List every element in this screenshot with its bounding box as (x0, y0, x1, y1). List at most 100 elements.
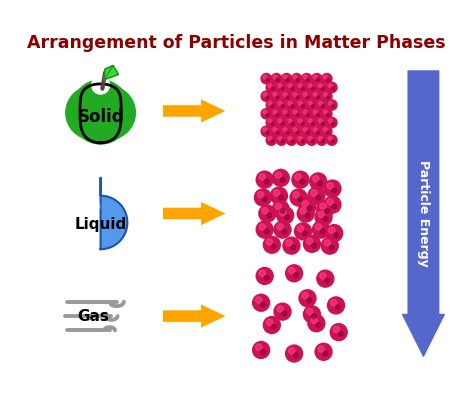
Circle shape (327, 117, 337, 128)
Circle shape (298, 119, 302, 123)
Circle shape (293, 93, 297, 97)
Circle shape (259, 205, 276, 222)
Circle shape (317, 79, 319, 81)
Circle shape (288, 119, 292, 123)
Circle shape (330, 299, 337, 306)
Circle shape (259, 224, 265, 230)
Circle shape (320, 273, 326, 279)
Circle shape (291, 140, 294, 143)
Circle shape (317, 96, 319, 99)
Circle shape (266, 82, 276, 93)
Circle shape (277, 207, 294, 224)
Circle shape (293, 128, 297, 132)
Circle shape (274, 303, 291, 320)
Circle shape (308, 102, 312, 105)
Circle shape (293, 273, 298, 278)
Circle shape (306, 238, 313, 244)
Circle shape (273, 93, 277, 97)
Circle shape (274, 221, 291, 238)
Circle shape (268, 119, 272, 123)
Circle shape (322, 91, 332, 102)
Circle shape (298, 225, 304, 232)
Circle shape (301, 105, 304, 108)
Circle shape (310, 173, 327, 190)
Circle shape (302, 292, 309, 299)
Circle shape (292, 91, 302, 102)
Circle shape (321, 87, 324, 90)
Circle shape (327, 96, 329, 99)
Circle shape (308, 137, 312, 140)
Circle shape (313, 93, 317, 97)
Circle shape (327, 82, 337, 93)
Circle shape (331, 87, 335, 90)
Circle shape (318, 181, 322, 186)
Circle shape (281, 73, 292, 84)
Circle shape (276, 82, 287, 93)
Circle shape (263, 110, 267, 114)
Circle shape (261, 349, 265, 354)
Circle shape (331, 105, 335, 108)
Circle shape (303, 306, 320, 323)
Circle shape (316, 195, 320, 200)
Circle shape (267, 213, 272, 218)
Circle shape (286, 265, 302, 282)
Circle shape (294, 223, 311, 240)
Circle shape (268, 102, 272, 105)
Text: Arrangement of Particles in Matter Phases: Arrangement of Particles in Matter Phase… (27, 34, 446, 52)
Circle shape (311, 140, 314, 143)
Circle shape (271, 105, 274, 108)
Circle shape (328, 84, 332, 88)
Circle shape (302, 200, 309, 207)
Circle shape (307, 100, 317, 110)
Circle shape (311, 243, 316, 248)
Circle shape (321, 140, 324, 143)
Circle shape (292, 171, 309, 188)
Circle shape (264, 229, 269, 234)
Circle shape (278, 195, 283, 200)
Circle shape (321, 237, 338, 254)
Circle shape (266, 117, 276, 128)
Circle shape (290, 189, 307, 206)
Circle shape (281, 87, 284, 90)
Circle shape (286, 82, 297, 93)
Circle shape (328, 227, 335, 234)
Circle shape (318, 211, 324, 218)
Circle shape (257, 191, 264, 198)
Circle shape (311, 91, 322, 102)
Circle shape (263, 75, 267, 79)
Text: Liquid: Liquid (74, 217, 127, 232)
Circle shape (286, 96, 289, 99)
Circle shape (255, 344, 262, 351)
Circle shape (296, 117, 307, 128)
Circle shape (300, 179, 305, 184)
Circle shape (281, 140, 284, 143)
Circle shape (311, 109, 322, 119)
Circle shape (266, 135, 276, 145)
Circle shape (311, 105, 314, 108)
Circle shape (327, 114, 329, 116)
Circle shape (323, 216, 328, 221)
Circle shape (296, 100, 307, 110)
Circle shape (285, 215, 290, 220)
Circle shape (321, 105, 324, 108)
Circle shape (298, 197, 303, 202)
Circle shape (256, 221, 273, 238)
Circle shape (280, 210, 286, 216)
Circle shape (306, 79, 309, 81)
Circle shape (327, 135, 337, 145)
Circle shape (311, 317, 317, 324)
Circle shape (288, 137, 292, 140)
Circle shape (293, 353, 298, 358)
Circle shape (327, 79, 329, 81)
Circle shape (313, 75, 317, 79)
Circle shape (311, 122, 314, 125)
Circle shape (73, 80, 128, 135)
Circle shape (323, 110, 328, 114)
Circle shape (271, 87, 274, 90)
Circle shape (286, 79, 289, 81)
Circle shape (308, 315, 325, 332)
Circle shape (296, 114, 299, 116)
Circle shape (334, 233, 338, 237)
Circle shape (320, 203, 326, 210)
Circle shape (286, 100, 297, 110)
